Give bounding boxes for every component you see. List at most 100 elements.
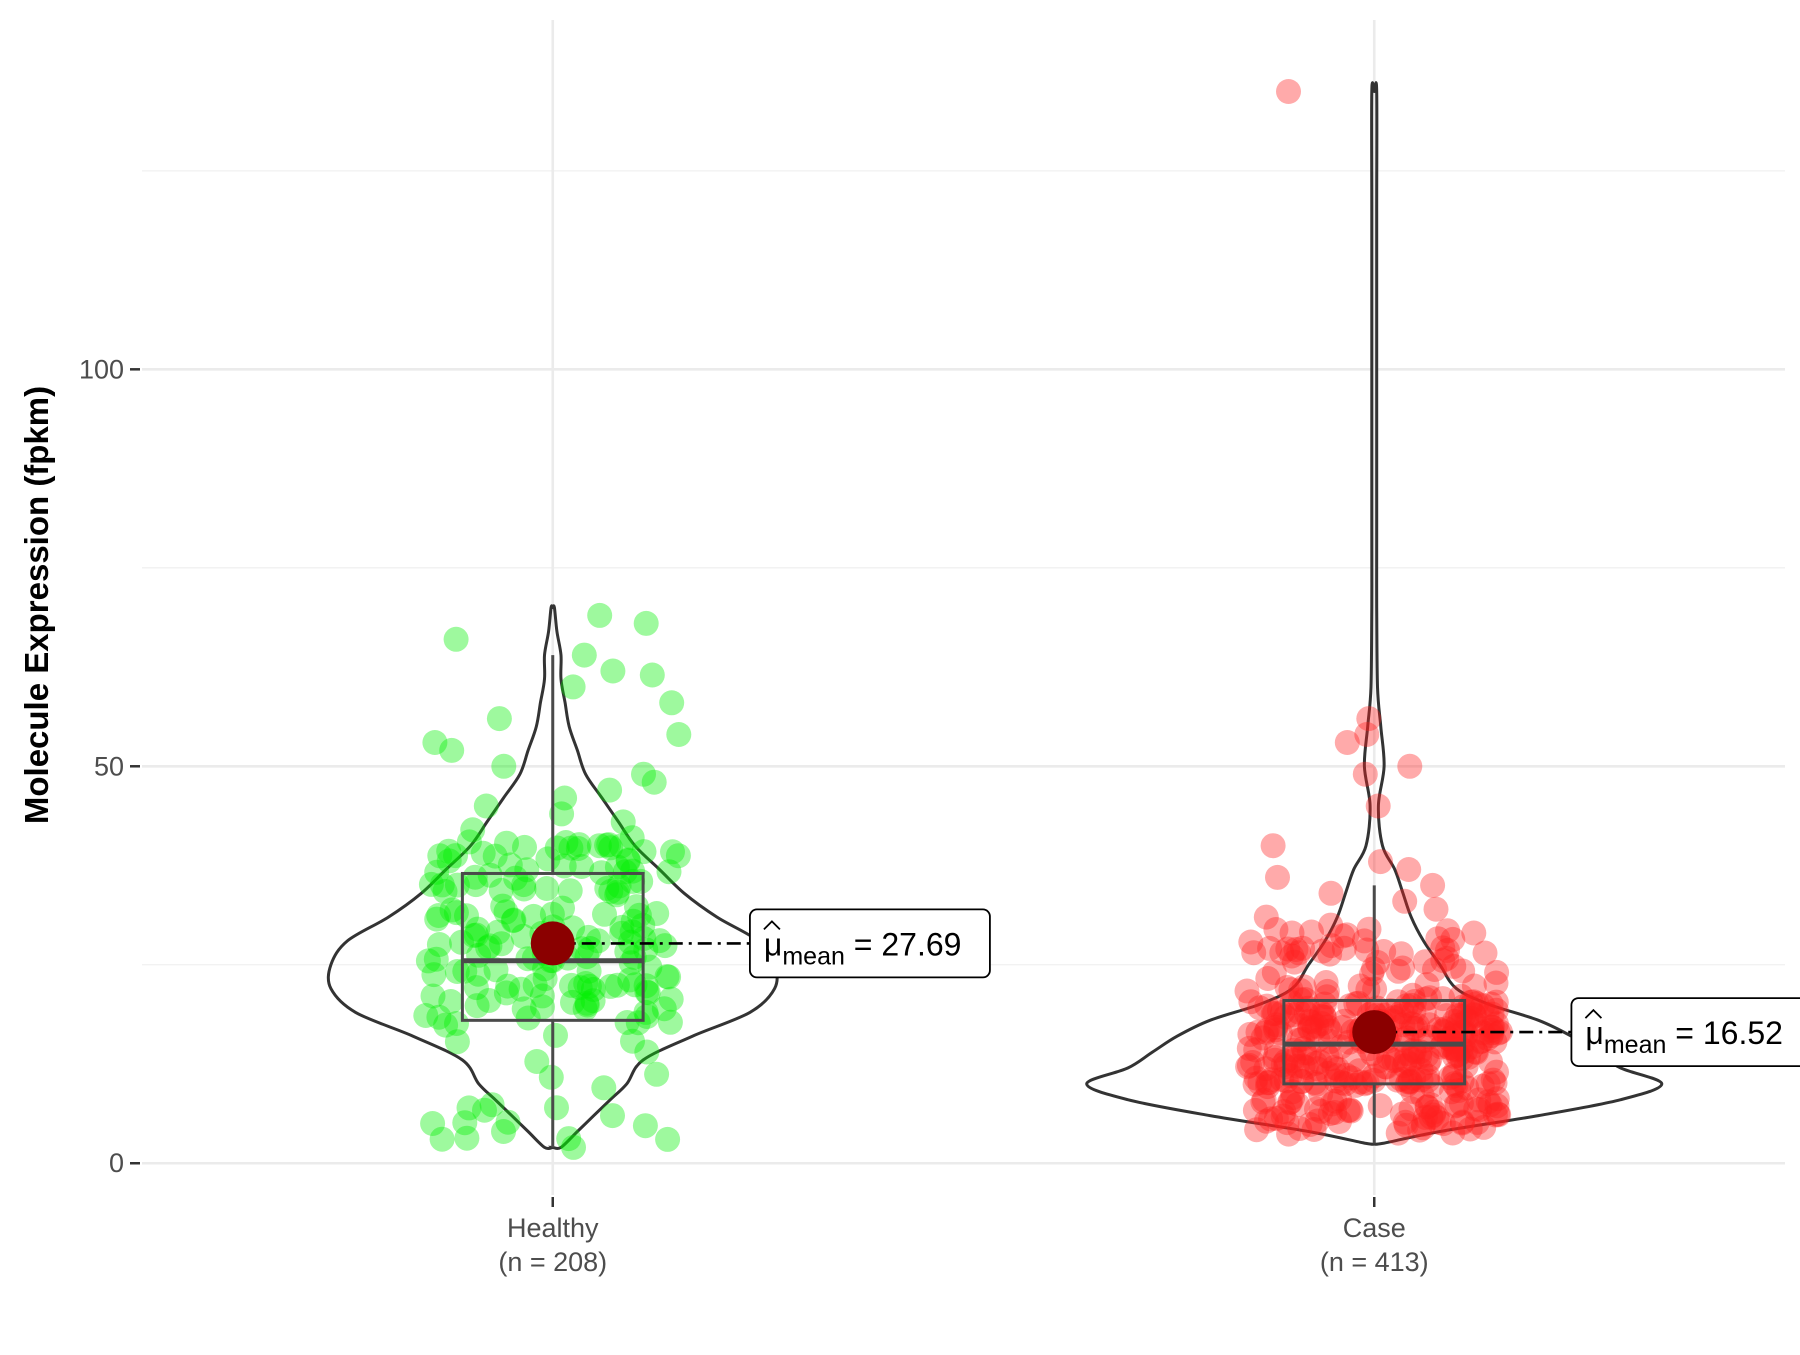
data-point-case (1242, 1071, 1268, 1097)
data-point-case (1388, 941, 1414, 967)
data-point-case (1359, 961, 1385, 987)
data-point-case (1408, 1057, 1434, 1083)
data-point-case (1368, 849, 1393, 875)
data-point-healthy (530, 994, 555, 1020)
data-point-case (1335, 1098, 1361, 1123)
data-point-case (1441, 953, 1467, 979)
data-point-case (1367, 1093, 1393, 1119)
data-point-case (1317, 941, 1343, 967)
data-point-case (1482, 1102, 1508, 1128)
data-point-case (1290, 935, 1316, 961)
data-point-healthy (580, 976, 606, 1002)
data-point-case (1262, 1045, 1288, 1070)
data-point-case (1415, 1050, 1441, 1076)
data-point-healthy (495, 973, 521, 999)
data-point-case (1287, 1013, 1313, 1039)
data-point-healthy (426, 1004, 452, 1030)
data-point-healthy (500, 908, 526, 934)
data-point-healthy (493, 980, 519, 1006)
data-point-healthy (439, 737, 465, 763)
data-point-case (1286, 999, 1312, 1025)
data-point-case (1313, 970, 1339, 995)
data-point-case (1315, 1014, 1341, 1040)
data-point-case (1411, 1112, 1436, 1137)
data-point-healthy (617, 967, 643, 993)
data-point-case (1426, 1016, 1452, 1042)
data-point-healthy (557, 878, 583, 904)
data-point-healthy (641, 769, 667, 795)
data-point-case (1420, 872, 1446, 898)
data-point-case (1384, 1047, 1409, 1073)
data-point-case (1283, 937, 1309, 962)
data-point-case (1398, 1011, 1424, 1037)
data-point-case (1332, 1008, 1358, 1034)
data-point-healthy (614, 939, 640, 965)
data-point-healthy (619, 919, 645, 945)
data-point-case (1263, 1014, 1289, 1040)
data-point-case (1412, 949, 1438, 975)
data-point-case (1331, 935, 1357, 961)
data-point-case (1397, 1068, 1423, 1094)
data-point-case (1463, 1039, 1489, 1065)
data-point-case (1373, 1054, 1399, 1080)
data-point-healthy (439, 897, 465, 923)
data-point-case (1291, 974, 1317, 1000)
data-point-case (1297, 1015, 1323, 1040)
data-point-case (1242, 1097, 1268, 1123)
data-point-case (1244, 1117, 1270, 1143)
data-point-healthy (620, 868, 646, 894)
data-point-case (1324, 1063, 1350, 1089)
data-point-healthy (429, 1126, 455, 1152)
data-point-healthy (444, 1029, 470, 1055)
data-point-case (1416, 1012, 1442, 1038)
data-point-case (1337, 1097, 1363, 1123)
data-point-case (1317, 1028, 1343, 1054)
data-point-case (1288, 977, 1313, 1003)
data-point-healthy (470, 840, 496, 866)
data-point-case (1273, 1048, 1299, 1074)
data-point-healthy (463, 872, 489, 898)
data-point-case (1314, 984, 1340, 1010)
data-point-case (1478, 1049, 1503, 1075)
data-point-case (1462, 1011, 1488, 1037)
data-point-healthy (515, 1005, 541, 1031)
data-point-case (1478, 991, 1504, 1017)
data-point-case (1434, 945, 1460, 971)
data-point-case (1302, 1050, 1328, 1076)
data-point-case (1411, 1028, 1436, 1054)
data-point-healthy (543, 1022, 568, 1048)
data-point-healthy (534, 876, 560, 901)
x-category-label-1: Case (1343, 1213, 1406, 1243)
data-point-case (1448, 1091, 1474, 1116)
data-point-case (1448, 983, 1474, 1009)
data-point-healthy (626, 902, 652, 928)
data-point-case (1347, 973, 1373, 999)
data-point-case (1273, 1068, 1299, 1094)
data-point-case (1430, 986, 1456, 1012)
data-point-case (1255, 1074, 1281, 1100)
data-point-case (1334, 730, 1360, 755)
data-point-case (1309, 1011, 1335, 1037)
data-point-case (1280, 1045, 1306, 1071)
data-point-case (1401, 1037, 1426, 1063)
data-point-healthy (482, 843, 508, 869)
data-point-case (1262, 1047, 1288, 1073)
data-point-case (1309, 938, 1335, 964)
data-point-case (1294, 1001, 1319, 1027)
data-point-healthy (631, 839, 657, 865)
data-point-case (1414, 1043, 1440, 1068)
data-point-case (1385, 958, 1411, 984)
data-point-case (1308, 1081, 1334, 1107)
data-point-case (1343, 991, 1369, 1017)
data-point-healthy (644, 1061, 670, 1087)
data-point-case (1412, 1104, 1438, 1130)
data-point-case (1235, 1054, 1261, 1080)
data-point-case (1467, 1029, 1493, 1055)
data-point-case (1480, 1067, 1506, 1093)
data-point-healthy (651, 996, 677, 1022)
data-point-healthy (558, 835, 584, 861)
data-point-healthy (633, 999, 659, 1025)
data-point-case (1365, 950, 1391, 975)
data-point-healthy (574, 944, 600, 970)
